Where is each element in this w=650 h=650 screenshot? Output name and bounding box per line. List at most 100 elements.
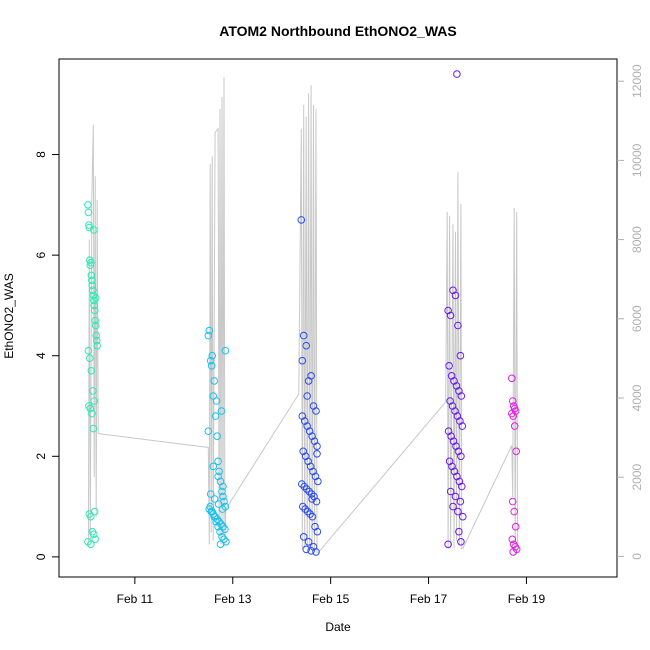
data-point <box>453 70 461 78</box>
data-point <box>508 497 517 506</box>
data-point <box>510 422 519 430</box>
data-point <box>88 276 96 285</box>
right-y-tick-label: 10000 <box>630 143 644 177</box>
data-point <box>451 492 460 501</box>
data-point <box>84 201 92 209</box>
right-y-tick-label: 6000 <box>630 305 644 332</box>
data-point <box>218 505 227 513</box>
data-point <box>308 512 317 521</box>
series-2 <box>204 326 230 549</box>
data-point <box>509 412 518 420</box>
data-point <box>212 397 221 405</box>
data-point <box>215 467 223 476</box>
y-axis: 0 2 4 6 8 <box>34 151 59 560</box>
data-point <box>90 530 98 539</box>
data-point <box>304 538 313 546</box>
data-point <box>445 362 453 370</box>
data-point <box>307 490 316 498</box>
data-point <box>87 512 95 521</box>
data-point <box>221 346 230 355</box>
data-point <box>208 507 216 516</box>
y-tick-label: 0 <box>34 553 48 560</box>
data-point <box>209 462 217 471</box>
data-point <box>88 281 97 290</box>
data-point <box>88 409 96 418</box>
data-point <box>84 346 93 355</box>
y-axis-label: EthONO2_WAS <box>2 273 16 359</box>
data-point <box>211 412 220 420</box>
data-point <box>313 442 321 451</box>
data-point <box>312 497 321 506</box>
data-point <box>458 482 466 491</box>
data-point <box>452 382 461 390</box>
data-point <box>85 223 94 232</box>
data-point <box>508 535 517 544</box>
data-point <box>91 321 100 330</box>
data-point <box>206 502 214 511</box>
series-1 <box>84 201 101 549</box>
data-point <box>447 432 455 441</box>
x-tick-label: Feb 11 <box>117 592 154 606</box>
data-point <box>204 331 213 340</box>
data-point <box>213 432 221 441</box>
x-axis-label: Date <box>325 620 351 634</box>
data-point <box>214 500 223 508</box>
data-point <box>216 527 224 536</box>
data-point <box>446 487 455 496</box>
data-point <box>86 404 95 413</box>
data-point <box>92 331 100 340</box>
data-point <box>210 377 218 385</box>
data-point <box>459 512 467 521</box>
data-point <box>308 495 316 503</box>
data-point <box>219 492 227 501</box>
data-point <box>218 533 226 541</box>
data-point <box>220 535 228 544</box>
data-point <box>302 545 311 554</box>
data-point <box>509 548 518 556</box>
right-y-axis: 0 2000 4000 6000 8000 10000 12000 <box>617 64 644 560</box>
data-point <box>311 522 319 531</box>
data-point <box>306 462 315 471</box>
data-point <box>303 507 312 516</box>
data-point <box>84 208 93 217</box>
data-point <box>90 306 99 315</box>
data-point <box>87 271 96 280</box>
data-point <box>300 482 309 491</box>
data-point <box>85 221 93 229</box>
y-tick-label: 2 <box>34 453 48 460</box>
y-tick-label: 6 <box>34 251 48 258</box>
y-tick-label: 8 <box>34 151 48 158</box>
data-point <box>87 540 95 549</box>
data-point <box>511 522 520 531</box>
data-point <box>87 258 95 267</box>
data-point <box>456 351 465 360</box>
data-point <box>306 510 314 518</box>
data-point <box>450 467 459 476</box>
data-point <box>303 392 312 400</box>
data-point <box>90 301 98 310</box>
data-point <box>298 480 306 488</box>
data-point <box>208 351 216 360</box>
data-point <box>206 356 215 365</box>
data-point <box>457 392 466 400</box>
data-point <box>305 487 313 496</box>
data-point <box>214 472 222 481</box>
x-tick-label: Feb 17 <box>410 592 448 606</box>
data-point <box>204 427 213 436</box>
data-point <box>298 356 307 365</box>
data-point <box>451 291 460 300</box>
data-point <box>89 387 97 395</box>
data-point <box>508 374 516 383</box>
data-point <box>92 336 101 345</box>
right-y-tick-label: 0 <box>630 553 644 560</box>
data-point <box>217 407 226 415</box>
data-point <box>91 316 99 325</box>
data-point <box>91 294 100 302</box>
data-point <box>457 538 465 546</box>
data-point <box>458 422 467 430</box>
right-y-tick-label: 4000 <box>630 384 644 411</box>
data-point <box>512 447 521 456</box>
right-y-tick-label: 2000 <box>630 464 644 491</box>
x-tick-label: Feb 13 <box>214 592 252 606</box>
